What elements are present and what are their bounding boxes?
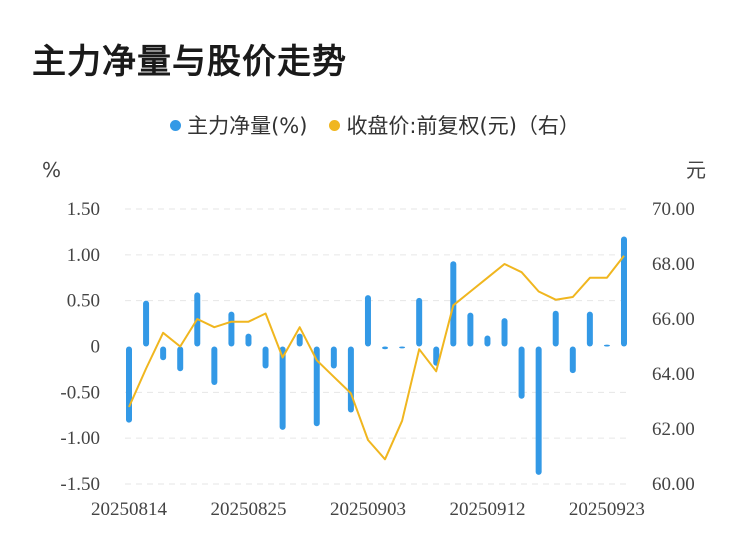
bar-net-volume-20250917[interactable]	[535, 346, 542, 475]
left-axis-tick-label: -1.00	[60, 428, 100, 449]
bar-net-volume-20250909[interactable]	[433, 346, 440, 366]
bar-net-volume-20250827[interactable]	[279, 346, 286, 430]
left-axis-tick-label: 1.50	[67, 199, 100, 220]
left-axis-tick-label: -1.50	[60, 474, 100, 495]
right-axis-tick-label: 70.00	[652, 199, 695, 220]
bar-net-volume-20250904[interactable]	[382, 346, 389, 350]
bar-net-volume-20250819[interactable]	[177, 346, 184, 372]
x-axis-tick-label: 20250912	[449, 499, 525, 520]
right-axis-tick-label: 64.00	[652, 364, 695, 385]
bar-net-volume-20250912[interactable]	[484, 335, 491, 347]
bar-net-volume-20250815[interactable]	[143, 300, 150, 347]
bar-net-volume-20250818[interactable]	[160, 346, 167, 361]
bar-net-volume-20250918[interactable]	[552, 310, 559, 347]
x-axis-tick-label: 20250814	[91, 499, 168, 520]
chart-title: 主力净量与股价走势	[32, 42, 347, 82]
x-axis-tick-label: 20250825	[210, 499, 286, 520]
legend-item-net-volume[interactable]: 主力净量(%)	[170, 110, 307, 140]
left-axis-tick-label: 1.00	[67, 245, 100, 266]
bar-net-volume-20250822[interactable]	[228, 311, 235, 347]
x-axis-tick-label: 20250923	[569, 499, 645, 520]
bar-net-volume-20250916[interactable]	[518, 346, 525, 399]
legend-dot-blue-icon	[170, 119, 182, 131]
x-axis-tick-label: 20250903	[330, 499, 406, 520]
bar-net-volume-20250826[interactable]	[262, 346, 269, 369]
legend-label-close-price: 收盘价:前复权(元)（右）	[346, 114, 580, 138]
bar-net-volume-20250825[interactable]	[245, 333, 252, 347]
bar-net-volume-20250902[interactable]	[347, 346, 354, 413]
legend-dot-yellow-icon	[329, 119, 341, 131]
bar-net-volume-20250924[interactable]	[621, 236, 627, 347]
right-axis-tick-label: 60.00	[652, 474, 695, 495]
left-axis-tick-label: -0.50	[60, 382, 100, 403]
bar-net-volume-20250903[interactable]	[364, 295, 371, 347]
bar-net-volume-20250829[interactable]	[313, 346, 320, 427]
right-axis-tick-label: 66.00	[652, 309, 695, 330]
legend-label-net-volume: 主力净量(%)	[187, 114, 308, 138]
right-axis-tick-label: 62.00	[652, 419, 695, 440]
right-axis-unit: 元	[686, 158, 706, 182]
left-axis-tick-label: 0.50	[67, 291, 100, 312]
left-axis-tick-label: 0	[91, 337, 101, 358]
bar-net-volume-20250919[interactable]	[569, 346, 576, 374]
bar-net-volume-20250828[interactable]	[296, 333, 303, 347]
bar-net-volume-20250910[interactable]	[450, 261, 457, 347]
line-close-price[interactable]	[128, 255, 625, 461]
bar-net-volume-20250915[interactable]	[501, 318, 508, 347]
bar-net-volume-20250821[interactable]	[211, 346, 218, 386]
legend-item-close-price[interactable]: 收盘价:前复权(元)（右）	[329, 110, 580, 140]
bar-net-volume-20250923[interactable]	[603, 344, 610, 347]
bar-net-volume-20250814[interactable]	[126, 346, 132, 423]
bar-net-volume-20250908[interactable]	[416, 297, 423, 347]
bar-net-volume-20250922[interactable]	[586, 311, 593, 347]
left-axis-unit: %	[42, 158, 61, 182]
right-axis-tick-label: 68.00	[652, 254, 695, 275]
bar-net-volume-20250905[interactable]	[399, 346, 406, 349]
bar-net-volume-20250901[interactable]	[330, 346, 337, 369]
chart-legend: 主力净量(%) 收盘价:前复权(元)（右）	[0, 110, 750, 140]
bar-net-volume-20250911[interactable]	[467, 312, 474, 347]
